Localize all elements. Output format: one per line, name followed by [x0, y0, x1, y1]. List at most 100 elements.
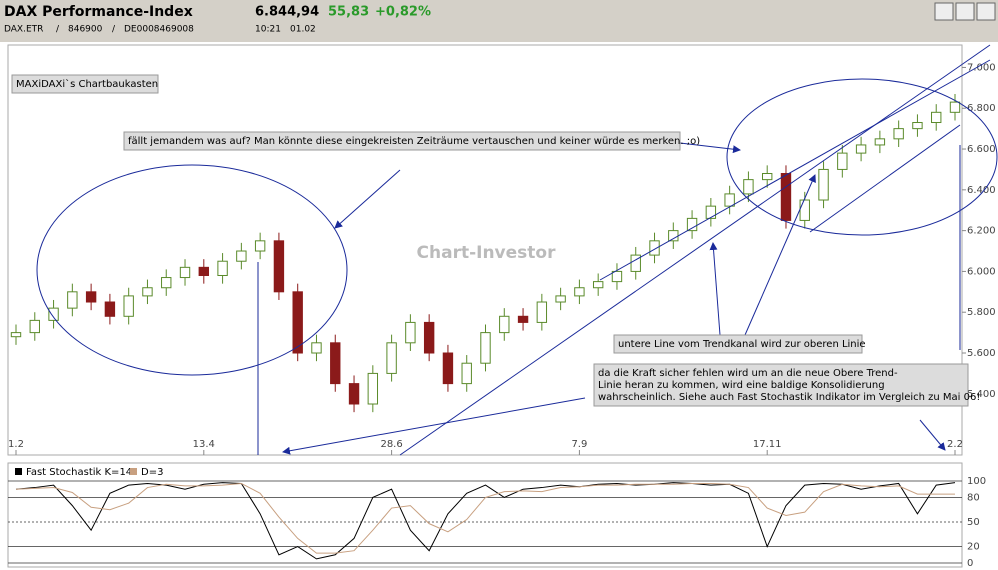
- candle-body: [574, 287, 585, 297]
- candle-body: [198, 266, 209, 276]
- drawings: [36, 44, 998, 456]
- x-tick-label: 13.4: [193, 439, 215, 450]
- sep: /: [56, 25, 60, 35]
- symbol: DAX.ETR: [4, 25, 43, 35]
- candle-body: [555, 295, 566, 303]
- candle-body: [236, 250, 247, 262]
- note: fällt jemandem was auf? Man könnte diese…: [128, 136, 700, 147]
- change: 55,83: [328, 5, 369, 20]
- y-tick-label: 6.000: [967, 266, 996, 277]
- candle-body: [893, 128, 904, 140]
- price-frame: [7, 44, 963, 456]
- stoch-line: [15, 482, 956, 560]
- candle-body: [292, 291, 303, 354]
- candle-body: [780, 173, 792, 221]
- legend-swatch: [15, 468, 22, 475]
- y-tick-label: 0: [967, 558, 973, 569]
- toolbar[interactable]: [934, 2, 996, 21]
- note: untere Line vom Trendkanal wird zur ober…: [618, 339, 866, 350]
- y-tick-label: 6.400: [967, 185, 996, 196]
- trend-line: [399, 44, 991, 456]
- candle-body: [517, 315, 529, 323]
- candle-body: [273, 240, 285, 293]
- watermark: Chart-Investor: [417, 243, 557, 263]
- note: Linie heran zu kommen, wird eine baldige…: [598, 380, 885, 391]
- candle-body: [85, 291, 97, 303]
- candle-body: [217, 260, 228, 276]
- candle-body: [668, 230, 679, 242]
- candle-body: [330, 342, 341, 385]
- candle-body: [461, 362, 472, 385]
- candle-body: [142, 287, 153, 297]
- stoch-title: Fast Stochastik K=14: [26, 467, 132, 478]
- ellipse: [36, 164, 348, 376]
- date: 01.02: [290, 25, 316, 35]
- candle-body: [743, 179, 754, 195]
- candle-body: [592, 281, 604, 289]
- candle-body: [367, 372, 379, 405]
- candle-body: [29, 319, 40, 334]
- candle-body: [611, 270, 623, 283]
- candle-body: [311, 342, 322, 354]
- candle-body: [104, 301, 116, 317]
- candle-body: [423, 321, 435, 354]
- arrow: [679, 142, 741, 154]
- candle-body: [686, 217, 698, 232]
- candle-body: [67, 291, 78, 309]
- icon-button[interactable]: [976, 2, 996, 21]
- candle-body: [179, 266, 191, 279]
- y-tick-label: 20: [967, 542, 980, 553]
- stoch-panel: 0 20 50 80 100: [8, 476, 986, 569]
- y-tick-label: 7.000: [967, 62, 996, 73]
- arrow: [282, 397, 586, 455]
- x-tick-label: 1.2: [8, 439, 24, 450]
- candle-body: [10, 332, 22, 338]
- candle-body: [912, 122, 923, 130]
- candle-body: [480, 332, 491, 364]
- arrow: [334, 169, 401, 229]
- y-tick-label: 6.600: [967, 144, 996, 155]
- y-tick-label: 100: [967, 476, 986, 487]
- arrow: [744, 174, 816, 336]
- legend-swatch: [130, 468, 137, 475]
- icon-button[interactable]: [955, 2, 975, 21]
- wkn: 846900: [68, 25, 103, 35]
- y-tick-label: 5.600: [967, 348, 996, 359]
- note-box: [123, 131, 681, 151]
- note: MAXiDAXi`s Chartbaukasten: [16, 78, 158, 90]
- candle-body: [818, 168, 829, 201]
- candle-body: [762, 173, 773, 181]
- note-box: [593, 363, 969, 407]
- isin: DE0008469008: [124, 25, 194, 35]
- note-box: [11, 74, 159, 94]
- candle-body: [348, 383, 360, 405]
- y-tick-label: 6.800: [967, 103, 996, 114]
- y-tick-label: 80: [967, 492, 980, 503]
- candle-body: [161, 277, 172, 289]
- x-tick-label: 28.6: [380, 439, 402, 450]
- candle-body: [536, 301, 548, 323]
- index-name: DAX Performance-Index: [4, 4, 193, 20]
- candle-body: [386, 342, 397, 374]
- price-panel: 5.400 5.600 5.800 6.000 6.200 6.400 6.600 6.800…: [8, 62, 996, 455]
- candle-body: [48, 307, 59, 321]
- stoch-frame: [7, 462, 963, 568]
- x-tick-label: 17.11: [753, 439, 782, 450]
- candle-body: [254, 240, 266, 252]
- legend-label: D=3: [141, 467, 163, 478]
- x-tick-label: 7.9: [571, 439, 587, 450]
- candle-body: [405, 321, 416, 344]
- y-tick-label: 5.400: [967, 389, 996, 400]
- icon-button[interactable]: [934, 2, 954, 21]
- candle-body: [630, 254, 641, 272]
- candle-body: [705, 205, 717, 219]
- arrow: [709, 242, 721, 336]
- time: 10:21: [255, 25, 281, 35]
- arrow: [919, 419, 946, 451]
- candle-body: [837, 152, 848, 170]
- change-pct: +0,82%: [375, 5, 431, 20]
- header-bar: [0, 0, 998, 42]
- candle-body: [931, 111, 942, 124]
- candle-body: [724, 193, 735, 207]
